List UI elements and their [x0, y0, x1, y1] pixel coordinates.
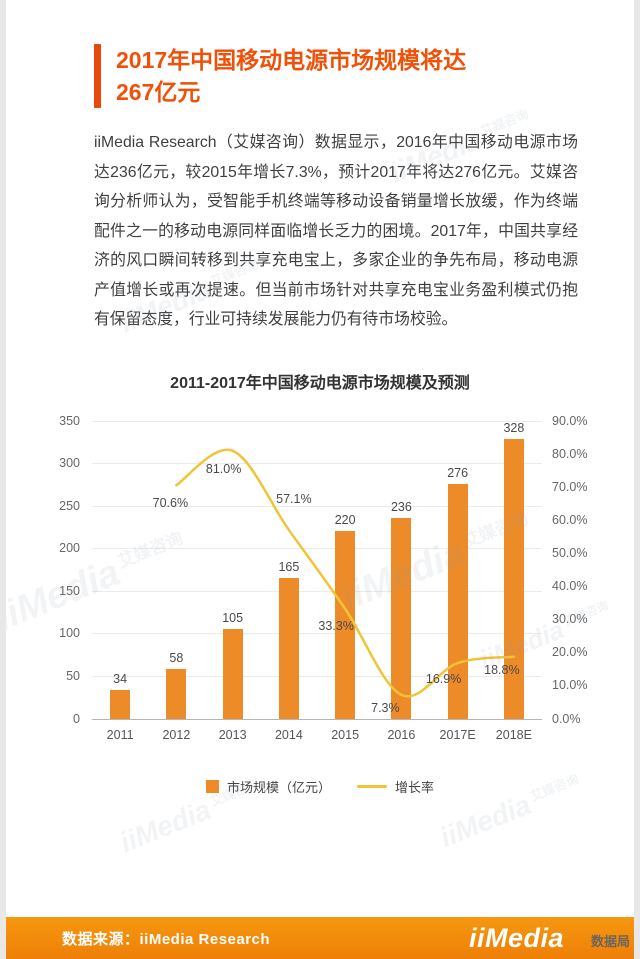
legend-swatch-growth [357, 784, 387, 788]
legend-item-growth: 增长率 [357, 777, 434, 796]
bar-value-label: 220 [334, 513, 356, 528]
y-axis-label-left: 100 [59, 626, 80, 641]
title-accent-bar [94, 44, 101, 108]
x-axis-label: 2017E [439, 727, 476, 742]
bar-value-label: 236 [390, 499, 412, 514]
y-axis-label-left: 200 [59, 541, 80, 556]
bar-2017E [447, 483, 468, 719]
growth-value-label: 7.3% [371, 701, 400, 716]
bar-value-label: 105 [222, 611, 244, 626]
bar-value-label: 276 [447, 465, 469, 480]
bar-2012 [166, 669, 187, 719]
page-title-line1: 2017年中国移动电源市场规模将达 [116, 47, 467, 73]
bar-2016 [391, 517, 412, 719]
bar-2014 [278, 578, 299, 719]
page-title: 2017年中国移动电源市场规模将达 267亿元 [116, 44, 466, 108]
gridline [92, 505, 542, 507]
footer: 数据来源：iiMedia Research iiMedia 数据局 [6, 917, 634, 959]
gridline [92, 548, 542, 550]
chart-title: 2011-2017年中国移动电源市场规模及预测 [170, 374, 470, 392]
chart: 350 300 250 200 150 100 50 0 90.0% 80.0% 70.0% 60.… [30, 413, 610, 751]
y-axis-label-left: 150 [59, 583, 80, 598]
bar-value-label: 328 [503, 421, 525, 436]
y-axis-label-right: 20.0% [552, 645, 588, 660]
title-block: 2017年中国移动电源市场规模将达 267亿元 [94, 44, 578, 108]
x-axis-label: 2013 [218, 727, 247, 742]
bar-2015 [335, 531, 356, 719]
footer-source: 数据来源：iiMedia Research [62, 930, 271, 948]
growth-value-label: 57.1% [276, 492, 312, 507]
growth-line [175, 448, 516, 698]
chart-legend: 市场规模（亿元） 增长率 [6, 777, 634, 796]
x-axis-label: 2011 [106, 727, 134, 742]
growth-value-label: 33.3% [318, 619, 354, 634]
x-axis-label: 2018E [495, 727, 532, 742]
gridline [92, 420, 542, 422]
gridline [92, 718, 542, 720]
gridline [92, 590, 542, 592]
corner-watermark: 数据局 [590, 934, 630, 949]
y-axis-label-left: 0 [73, 711, 80, 726]
growth-value-label: 70.6% [152, 495, 189, 510]
bar-value-label: 34 [113, 671, 128, 686]
bar-2011 [110, 689, 131, 719]
y-axis-label-right: 30.0% [552, 612, 588, 627]
x-axis-label: 2016 [387, 727, 416, 742]
y-axis-label-right: 40.0% [552, 579, 588, 594]
y-axis-label-right: 80.0% [552, 446, 588, 461]
page: 2017年中国移动电源市场规模将达 267亿元 iiMedia Research… [6, 0, 634, 959]
y-axis-label-left: 300 [59, 456, 80, 471]
y-axis-label-right: 10.0% [552, 678, 588, 693]
gridline [92, 463, 542, 465]
growth-value-label: 18.8% [484, 663, 520, 678]
y-axis-label-right: 0.0% [552, 711, 581, 726]
bar-value-label: 58 [169, 651, 184, 666]
x-axis-label: 2012 [162, 727, 191, 742]
y-axis-label-left: 50 [66, 668, 80, 683]
growth-value-label: 16.9% [425, 671, 462, 686]
legend-swatch-market [205, 779, 219, 793]
legend-label-market: 市场规模（亿元） [226, 779, 331, 795]
y-axis-label-left: 350 [59, 413, 80, 428]
growth-value-label: 81.0% [205, 462, 242, 477]
bar-value-label: 165 [278, 560, 300, 574]
page-title-line2: 267亿元 [116, 79, 201, 105]
gridline [92, 633, 542, 635]
legend-label-growth: 增长率 [395, 779, 435, 795]
x-axis-label: 2015 [331, 727, 360, 742]
y-axis-label-right: 90.0% [552, 413, 588, 428]
y-axis-label-right: 60.0% [552, 512, 588, 527]
legend-item-market: 市场规模（亿元） [205, 777, 331, 796]
y-axis-label-right: 50.0% [552, 545, 588, 560]
plot-area: 34 58 105 165 220 236 276 328 70.6% 81.0% 57.1% 33.… [92, 420, 542, 720]
bar-2018E [503, 439, 524, 719]
x-axis-label: 2014 [274, 727, 303, 742]
y-axis-label-left: 250 [59, 498, 80, 513]
y-axis-label-right: 70.0% [552, 479, 588, 494]
iimedia-logo: iiMedia [468, 923, 564, 953]
intro-paragraph: iiMedia Research（艾媒咨询）数据显示，2016年中国移动电源市场… [94, 134, 578, 328]
gridline [92, 675, 542, 677]
bar-2013 [222, 629, 243, 719]
